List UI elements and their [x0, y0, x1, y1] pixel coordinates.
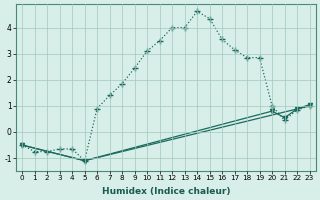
X-axis label: Humidex (Indice chaleur): Humidex (Indice chaleur)	[101, 187, 230, 196]
